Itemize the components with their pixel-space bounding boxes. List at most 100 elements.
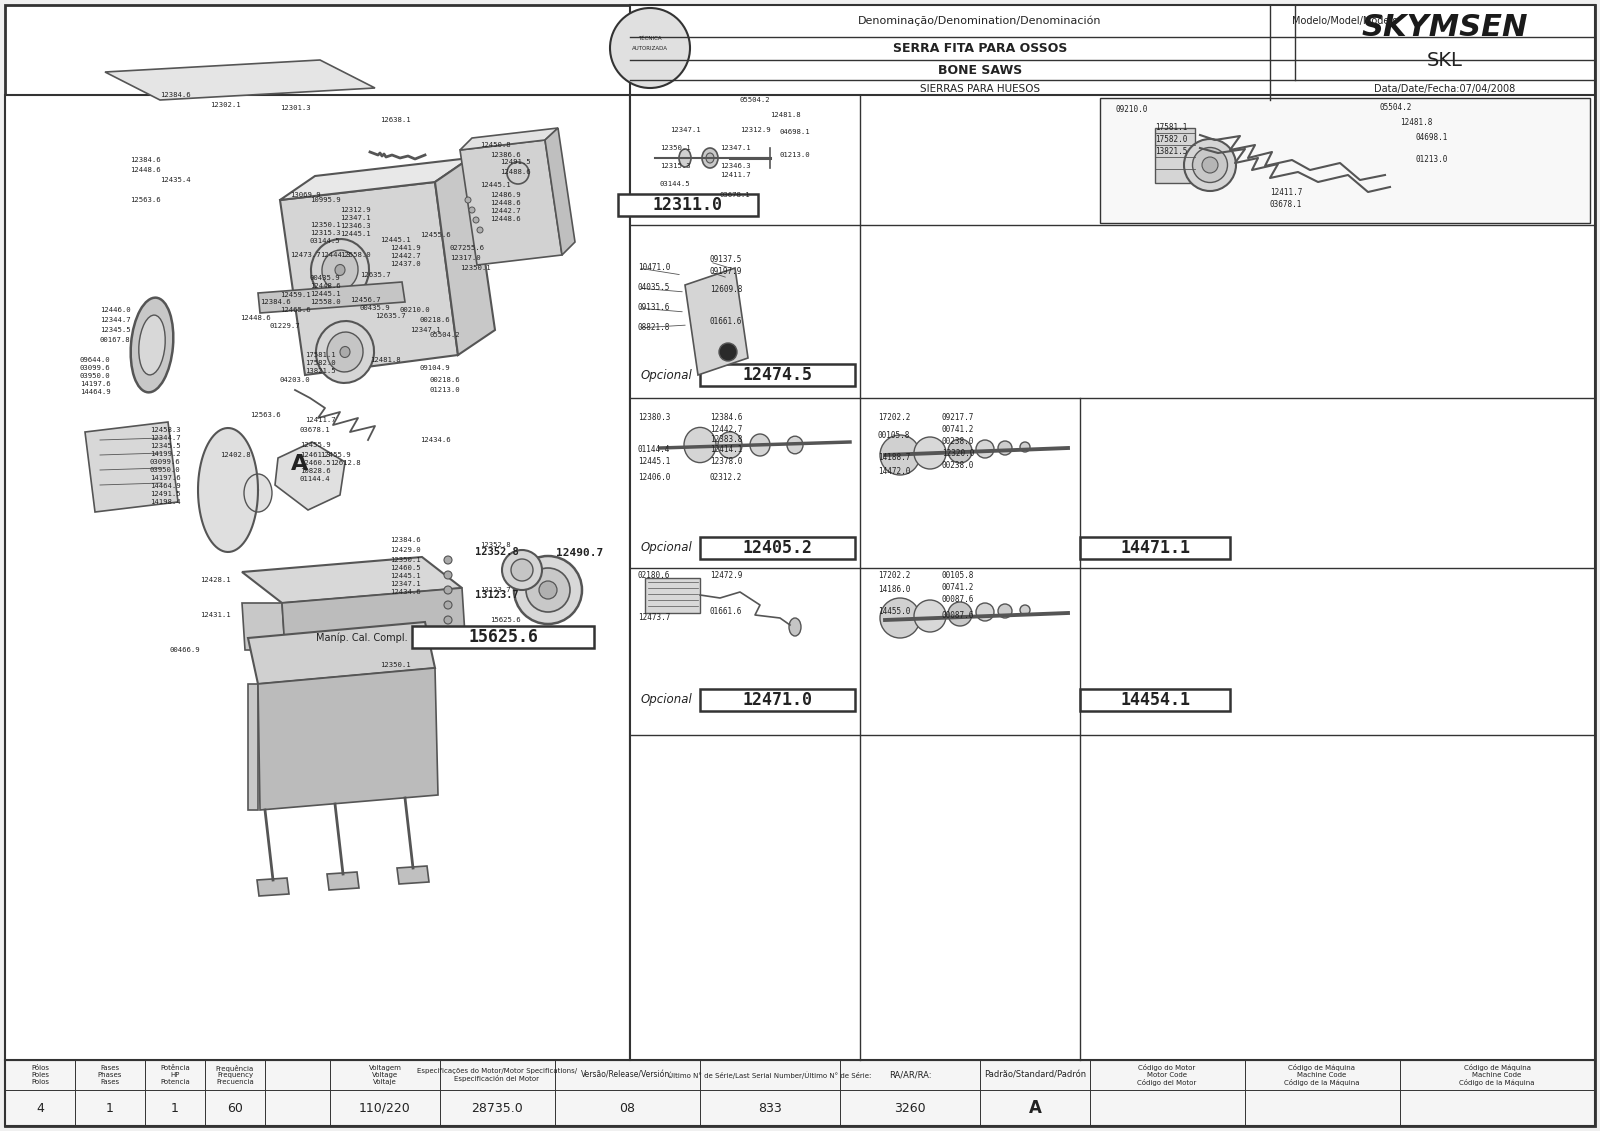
Bar bbox=[1101, 98, 1590, 223]
Circle shape bbox=[445, 586, 453, 594]
Text: 14464.9: 14464.9 bbox=[150, 483, 181, 489]
Circle shape bbox=[998, 441, 1013, 455]
Text: 17202.2: 17202.2 bbox=[878, 414, 910, 423]
Text: 12344.7: 12344.7 bbox=[99, 317, 131, 323]
Bar bbox=[1155, 128, 1195, 183]
Polygon shape bbox=[248, 622, 435, 684]
Text: 4: 4 bbox=[37, 1102, 43, 1114]
Text: 03678.1: 03678.1 bbox=[1270, 200, 1302, 209]
Text: 12471.0: 12471.0 bbox=[742, 691, 813, 709]
Polygon shape bbox=[275, 442, 346, 510]
Text: 12346.3: 12346.3 bbox=[339, 223, 371, 228]
Text: 00210.0: 00210.0 bbox=[400, 307, 430, 313]
Text: 00105.8: 00105.8 bbox=[942, 570, 974, 579]
Text: 00105.8: 00105.8 bbox=[878, 432, 910, 440]
Text: 17202.2: 17202.2 bbox=[878, 570, 910, 579]
Text: 04698.1: 04698.1 bbox=[1414, 133, 1448, 143]
Text: 12563.6: 12563.6 bbox=[130, 197, 160, 202]
Text: 12434.6: 12434.6 bbox=[419, 437, 451, 443]
Circle shape bbox=[914, 437, 946, 469]
Text: 027255.6: 027255.6 bbox=[450, 245, 485, 251]
Text: 01144.4: 01144.4 bbox=[638, 446, 670, 455]
Text: 12405.2: 12405.2 bbox=[742, 539, 813, 556]
Text: 12380.3: 12380.3 bbox=[638, 414, 670, 423]
Text: 13821.5: 13821.5 bbox=[1155, 147, 1187, 156]
Text: 17581.1: 17581.1 bbox=[306, 352, 336, 359]
Text: 12448.6: 12448.6 bbox=[130, 167, 160, 173]
Text: 15625.6: 15625.6 bbox=[490, 618, 520, 623]
Text: 12461.3: 12461.3 bbox=[301, 452, 331, 458]
Text: 01661.6: 01661.6 bbox=[710, 318, 742, 327]
Text: 12609.8: 12609.8 bbox=[710, 285, 742, 294]
Text: 17582.0: 17582.0 bbox=[306, 360, 336, 366]
Text: 12459.1: 12459.1 bbox=[280, 292, 310, 297]
Text: Maníp. Cal. Compl.: Maníp. Cal. Compl. bbox=[317, 632, 408, 644]
Text: 14454.1: 14454.1 bbox=[1120, 691, 1190, 709]
Text: 12481.8: 12481.8 bbox=[1400, 118, 1432, 127]
Text: 14198.4: 14198.4 bbox=[150, 499, 181, 506]
Text: 03099.6: 03099.6 bbox=[80, 365, 110, 371]
Text: 12460.5: 12460.5 bbox=[301, 460, 331, 466]
Text: 12456.7: 12456.7 bbox=[350, 297, 381, 303]
Text: 12481.8: 12481.8 bbox=[770, 112, 800, 118]
Text: Opcional: Opcional bbox=[640, 542, 691, 554]
Text: Versão/Release/Versión:: Versão/Release/Versión: bbox=[581, 1071, 674, 1079]
Ellipse shape bbox=[1192, 147, 1227, 182]
Bar bbox=[5, 1060, 1595, 1126]
Bar bbox=[630, 5, 1595, 100]
Circle shape bbox=[445, 631, 453, 639]
Ellipse shape bbox=[750, 434, 770, 456]
Text: 12301.3: 12301.3 bbox=[280, 105, 310, 111]
Ellipse shape bbox=[326, 333, 363, 372]
Circle shape bbox=[976, 440, 994, 458]
Text: SKYMSEN: SKYMSEN bbox=[1362, 12, 1528, 42]
Text: 12350.1: 12350.1 bbox=[661, 145, 691, 152]
Text: 12429.0: 12429.0 bbox=[390, 547, 421, 553]
Bar bbox=[1080, 689, 1230, 711]
Circle shape bbox=[502, 550, 542, 590]
Text: 12445.1: 12445.1 bbox=[381, 238, 411, 243]
Text: 110/220: 110/220 bbox=[358, 1102, 411, 1114]
Text: 00238.0: 00238.0 bbox=[942, 438, 974, 447]
Text: Especificações do Motor/Motor Specifications/
Especificación del Motor: Especificações do Motor/Motor Specificat… bbox=[418, 1068, 578, 1082]
Text: 12445.1: 12445.1 bbox=[638, 458, 670, 466]
Text: 12347.1: 12347.1 bbox=[339, 215, 371, 221]
Text: 12490.7: 12490.7 bbox=[557, 549, 603, 558]
Text: 00741.2: 00741.2 bbox=[942, 582, 974, 592]
Text: Frequência
Frequency
Frecuencia: Frequência Frequency Frecuencia bbox=[216, 1064, 254, 1086]
Text: 00466.9: 00466.9 bbox=[170, 647, 200, 653]
Text: SKL: SKL bbox=[1427, 51, 1462, 69]
Bar bbox=[701, 364, 854, 386]
Text: Opcional: Opcional bbox=[640, 369, 691, 381]
Ellipse shape bbox=[139, 316, 165, 374]
Text: 02180.6: 02180.6 bbox=[638, 570, 670, 579]
Text: 12350.1: 12350.1 bbox=[461, 265, 491, 271]
Text: AUTORIZADA: AUTORIZADA bbox=[632, 45, 669, 51]
Text: 12315.3: 12315.3 bbox=[661, 163, 691, 169]
Text: 09104.9: 09104.9 bbox=[419, 365, 451, 371]
Text: 12350.1: 12350.1 bbox=[381, 662, 411, 668]
Text: 13123.7: 13123.7 bbox=[475, 590, 518, 601]
Text: 04035.5: 04035.5 bbox=[638, 284, 670, 293]
Ellipse shape bbox=[678, 149, 691, 167]
Circle shape bbox=[474, 217, 478, 223]
Text: SERRA FITA PARA OSSOS: SERRA FITA PARA OSSOS bbox=[893, 43, 1067, 55]
Text: 04698.1: 04698.1 bbox=[781, 129, 811, 135]
Text: 13123.7: 13123.7 bbox=[480, 587, 510, 593]
Text: 09137.5: 09137.5 bbox=[710, 256, 742, 265]
Text: 12302.1: 12302.1 bbox=[210, 102, 240, 107]
Text: 03950.0: 03950.0 bbox=[80, 373, 110, 379]
Text: 12347.1: 12347.1 bbox=[720, 145, 750, 152]
Text: 12386.6: 12386.6 bbox=[490, 152, 520, 158]
Text: 09217.7: 09217.7 bbox=[942, 414, 974, 423]
Text: 05504.2: 05504.2 bbox=[739, 97, 771, 103]
Polygon shape bbox=[461, 140, 562, 265]
Text: 12437.0: 12437.0 bbox=[390, 261, 421, 267]
Text: 12384.6: 12384.6 bbox=[390, 537, 421, 543]
Text: 1: 1 bbox=[106, 1102, 114, 1114]
Text: 01661.6: 01661.6 bbox=[710, 607, 742, 616]
Polygon shape bbox=[326, 872, 358, 890]
Text: 04203.0: 04203.0 bbox=[280, 377, 310, 383]
Text: 12320.0: 12320.0 bbox=[942, 449, 974, 458]
Text: 12445.1: 12445.1 bbox=[310, 291, 341, 297]
